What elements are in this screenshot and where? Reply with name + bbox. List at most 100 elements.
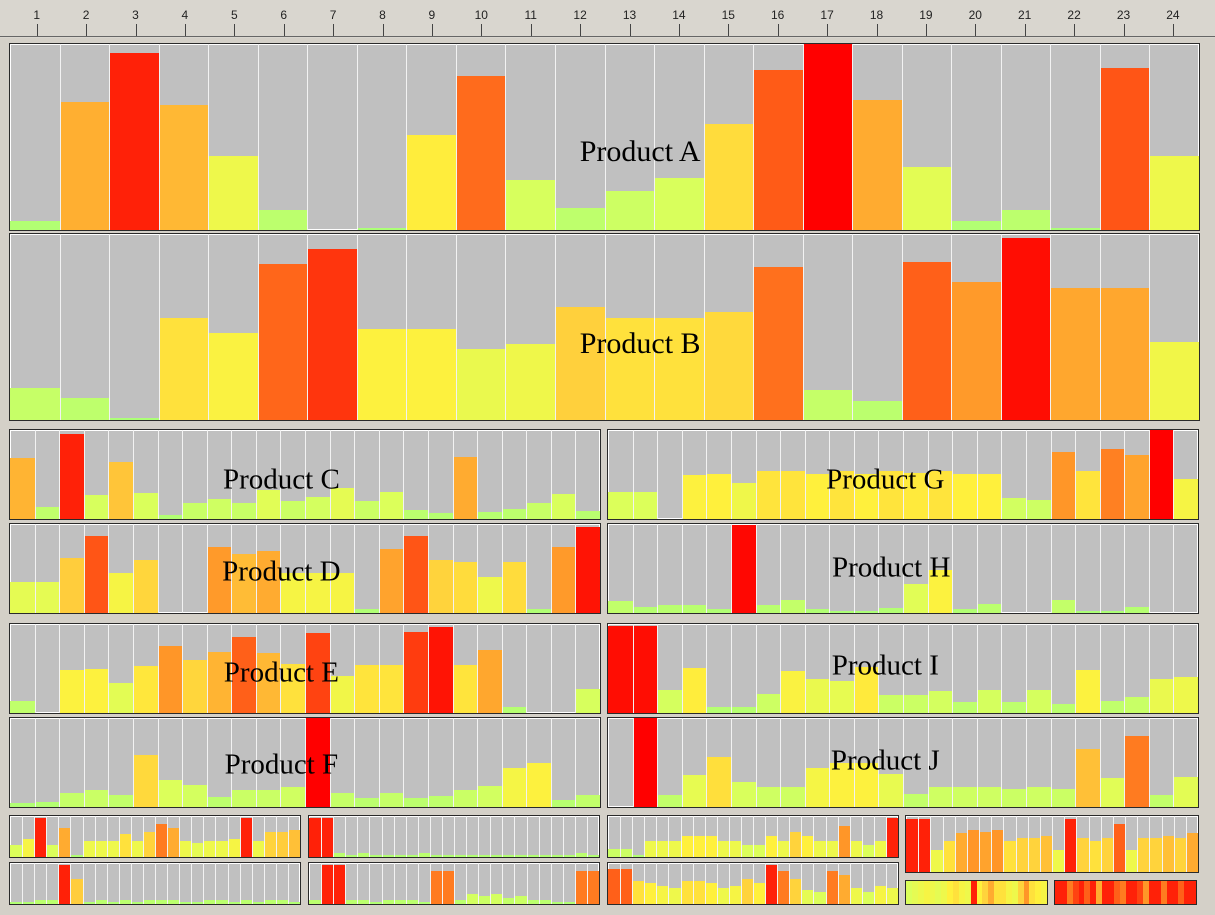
bar (765, 836, 779, 857)
ruler-tick-label: 18 (869, 8, 884, 22)
bar (381, 855, 395, 857)
bar-separator (1075, 624, 1076, 713)
bar (825, 841, 839, 857)
bar (780, 671, 806, 713)
ruler-tick-label: 4 (181, 8, 189, 22)
ruler-tick-label: 10 (474, 8, 488, 22)
bar (716, 888, 730, 904)
bar-separator (777, 816, 778, 857)
strip-cell (1090, 881, 1097, 904)
bar-separator (753, 44, 754, 230)
bar-separator (1174, 816, 1175, 872)
bar (930, 850, 944, 872)
bar-separator (1149, 816, 1150, 872)
bar-separator (1001, 718, 1002, 807)
bar-separator (780, 524, 781, 613)
bar-separator (379, 624, 380, 713)
bar (1173, 677, 1198, 713)
bar-separator (58, 863, 59, 904)
bar-separator (406, 816, 407, 857)
ruler-tick (629, 24, 631, 36)
bar-separator (633, 524, 634, 613)
bar-separator (502, 816, 503, 857)
bar-separator (502, 624, 503, 713)
bar (208, 333, 259, 420)
bar (354, 665, 380, 713)
strip-cell (1060, 881, 1067, 904)
bar-separator (466, 863, 467, 904)
bar-separator (656, 816, 657, 857)
ruler-tick-label: 5 (230, 8, 238, 22)
bar (1173, 479, 1198, 519)
bar (502, 855, 516, 857)
ruler-tick (580, 24, 582, 36)
bar-separator (330, 718, 331, 807)
bar-separator (1100, 44, 1101, 230)
bar-separator (333, 863, 334, 904)
bar (878, 608, 904, 613)
bar-separator (159, 234, 160, 420)
bar (550, 800, 576, 807)
bar-separator (357, 863, 358, 904)
bar-separator (539, 816, 540, 857)
ruler-tick (481, 24, 483, 36)
bar-separator (1124, 430, 1125, 519)
bar-separator (357, 816, 358, 857)
bar-separator (502, 863, 503, 904)
bar-separator (1124, 718, 1125, 807)
bar (132, 755, 158, 807)
bar (632, 718, 658, 807)
bar (501, 768, 527, 807)
bar-separator (826, 816, 827, 857)
bar-separator (394, 863, 395, 904)
bar (403, 510, 429, 519)
bar-separator (354, 718, 355, 807)
bar (10, 582, 35, 613)
bar-separator (854, 430, 855, 519)
bar-separator (108, 524, 109, 613)
bar-separator (756, 524, 757, 613)
bar (1185, 833, 1198, 872)
bar (730, 483, 756, 519)
product-label: Product C (222, 463, 340, 496)
bar-separator (620, 863, 621, 904)
bar (58, 865, 72, 904)
bar (706, 474, 732, 519)
bar (305, 573, 330, 613)
bar (1050, 600, 1076, 613)
bar-separator (382, 863, 383, 904)
bar (378, 492, 404, 519)
bar (255, 790, 281, 807)
strip-cell (947, 881, 954, 904)
bar-separator (681, 863, 682, 904)
bar-separator (155, 863, 156, 904)
bar (191, 902, 205, 904)
bar-separator (829, 718, 830, 807)
bar-separator (108, 430, 109, 519)
bar-separator (874, 816, 875, 857)
bar-separator (403, 430, 404, 519)
bar-separator (207, 624, 208, 713)
bar-separator (158, 430, 159, 519)
bar-separator (215, 816, 216, 857)
bar-separator (442, 863, 443, 904)
bar (309, 818, 322, 857)
bar-separator (119, 863, 120, 904)
bar (657, 795, 683, 807)
bar (1161, 836, 1175, 872)
bar (951, 282, 1002, 420)
bar-separator (354, 524, 355, 613)
bar-separator (838, 816, 839, 857)
bar-separator (276, 816, 277, 857)
bar (706, 707, 732, 713)
bar (681, 475, 707, 519)
bar-separator (228, 863, 229, 904)
bar (740, 879, 754, 904)
bar-separator (903, 430, 904, 519)
strip-cell (1096, 881, 1103, 904)
bar (681, 775, 707, 807)
bar-separator (406, 234, 407, 420)
strip-cell (1023, 881, 1030, 904)
bar-separator (34, 816, 35, 857)
bar (538, 855, 552, 857)
